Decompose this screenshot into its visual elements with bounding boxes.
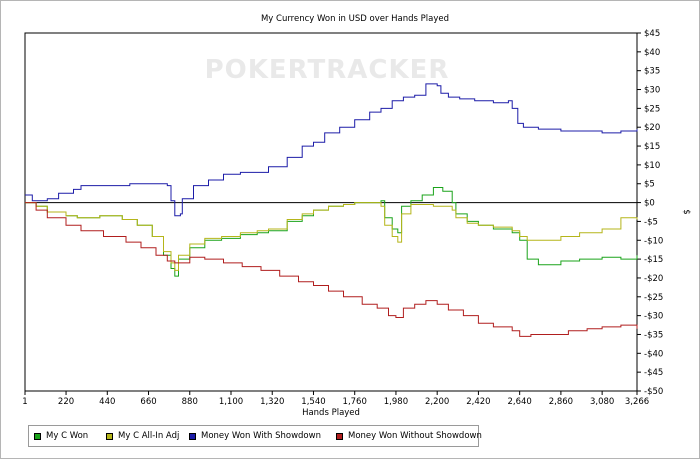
x-tick-label: 2,420 <box>466 397 490 407</box>
y-tick-label: -$30 <box>644 312 663 322</box>
y-tick-label: -$50 <box>644 387 663 397</box>
legend-swatch <box>34 432 41 440</box>
legend-swatch <box>336 432 343 440</box>
x-tick-label: 440 <box>99 397 115 407</box>
series-my-c-all-in-adj <box>25 202 638 271</box>
x-tick-label: 3,080 <box>590 397 614 407</box>
x-tick-label: 1,760 <box>343 397 367 407</box>
y-axis-label: $ <box>681 209 691 214</box>
x-tick-label: 2,640 <box>507 397 531 407</box>
y-tick-label: $35 <box>644 67 660 77</box>
x-tick-label: 1,540 <box>301 397 325 407</box>
legend-item-all-in-adj: My C All-In Adj <box>106 430 179 442</box>
y-tick-label: -$25 <box>644 293 663 303</box>
legend-item-my-c-won: My C Won <box>34 430 88 442</box>
plot-area-border <box>24 32 638 392</box>
y-tick-label: $10 <box>644 161 660 171</box>
series-money-won-with-showdown <box>25 83 638 217</box>
x-tick-label: 660 <box>140 397 156 407</box>
x-axis-label: Hands Played <box>302 408 360 418</box>
y-tick-label: -$15 <box>644 255 663 265</box>
x-tick-label: 220 <box>58 397 74 407</box>
legend-label: Money Won Without Showdown <box>348 431 482 441</box>
y-tick-label: -$20 <box>644 274 663 284</box>
legend-swatch <box>189 432 196 440</box>
y-tick-label: $30 <box>644 86 660 96</box>
y-tick-label: $20 <box>644 123 660 133</box>
y-tick-label: $45 <box>644 29 660 39</box>
legend-label: Money Won With Showdown <box>201 431 321 441</box>
y-tick-label: $15 <box>644 142 660 152</box>
y-tick-label: $25 <box>644 104 660 114</box>
legend-item-with-showdown: Money Won With Showdown <box>189 430 321 442</box>
x-tick-label: 2,860 <box>549 397 573 407</box>
watermark-text: POKERTRACKER <box>205 55 450 85</box>
x-tick-label: 3,266 <box>625 397 649 407</box>
chart-title: My Currency Won in USD over Hands Played <box>261 14 449 24</box>
legend-label: My C All-In Adj <box>118 431 180 441</box>
y-tick-label: $0 <box>644 199 655 209</box>
y-tick-label: -$35 <box>644 330 663 340</box>
chart-legend: My C Won My C All-In Adj Money Won With … <box>28 425 482 447</box>
y-tick-label: -$45 <box>644 368 663 378</box>
y-tick-label: $5 <box>644 180 655 190</box>
y-tick-label: -$10 <box>644 236 663 246</box>
series-money-won-without-showdown <box>25 202 638 337</box>
legend-item-without-showdown: Money Won Without Showdown <box>336 430 482 442</box>
x-tick-label: 1,320 <box>260 397 284 407</box>
legend-label: My C Won <box>46 431 89 441</box>
x-tick-label: 2,200 <box>425 397 449 407</box>
series-my-c-won <box>25 187 638 277</box>
x-tick-label: 1 <box>22 397 27 407</box>
y-tick-label: -$5 <box>644 217 658 227</box>
y-tick-label: -$40 <box>644 349 663 359</box>
legend-swatch <box>106 432 113 440</box>
y-tick-label: $40 <box>644 48 660 58</box>
x-tick-label: 1,980 <box>384 397 408 407</box>
x-tick-label: 880 <box>182 397 198 407</box>
x-tick-label: 1,100 <box>219 397 243 407</box>
